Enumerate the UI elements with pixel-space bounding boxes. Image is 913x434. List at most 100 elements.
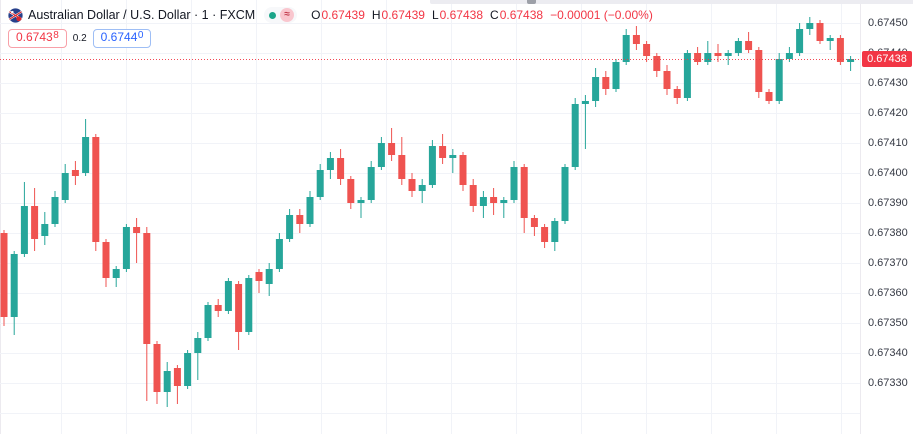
candle-body <box>82 137 90 173</box>
candle <box>530 215 538 236</box>
candlestick-chart[interactable] <box>0 0 860 434</box>
pane-left-border <box>0 0 1 434</box>
candle <box>745 32 753 53</box>
candle <box>184 350 192 389</box>
candle <box>235 281 243 350</box>
candle <box>265 263 273 296</box>
candle <box>337 149 345 185</box>
sell-bid-button[interactable]: 0.6743 8 <box>8 28 67 48</box>
low-value: 0.67438 <box>439 8 484 22</box>
candle-body <box>316 170 324 197</box>
candle-body <box>326 158 334 170</box>
candle <box>224 278 232 314</box>
candle-body <box>20 206 28 254</box>
candle-body <box>836 38 844 62</box>
candle <box>418 179 426 203</box>
candle-body <box>428 146 436 185</box>
candle-body <box>347 179 355 203</box>
candle <box>31 188 39 251</box>
candle <box>785 47 793 62</box>
candle-body <box>31 206 39 239</box>
candle-body <box>592 77 600 101</box>
market-status-icon <box>269 11 277 19</box>
bid-price: 0.6743 <box>16 29 53 44</box>
candle <box>469 179 477 212</box>
close-label: C <box>490 8 499 22</box>
candle-body <box>653 56 661 71</box>
candle <box>561 164 569 224</box>
price-axis-label: 0.67380 <box>868 227 908 239</box>
candle <box>847 56 855 71</box>
spread-value: 0.2 <box>72 32 87 44</box>
candle-body <box>581 101 589 104</box>
candle-wick <box>503 197 505 218</box>
candle <box>112 266 120 287</box>
open-label: O <box>311 8 321 22</box>
candle-body <box>612 62 620 89</box>
price-axis-label: 0.67420 <box>868 107 908 119</box>
candle <box>796 23 804 56</box>
top-bar <box>430 0 913 4</box>
candle <box>367 161 375 203</box>
price-axis-label: 0.67390 <box>868 197 908 209</box>
candle-body <box>71 170 79 176</box>
candle-body <box>133 227 141 233</box>
buy-ask-button[interactable]: 0.6744 0 <box>92 28 152 48</box>
candle <box>663 65 671 95</box>
price-axis-label: 0.67370 <box>868 257 908 269</box>
candle <box>326 152 334 179</box>
ask-price: 0.6744 <box>100 29 138 44</box>
candle <box>510 161 518 203</box>
candle <box>133 218 141 263</box>
candle <box>826 35 834 50</box>
candle <box>643 41 651 62</box>
ask-pip-digit: 0 <box>137 29 144 41</box>
candle <box>694 47 702 65</box>
candle <box>541 224 549 248</box>
candle-body <box>163 371 171 392</box>
candle-body <box>418 185 426 191</box>
symbol-legend: Australian Dollar / U.S. Dollar · 1 · FX… <box>8 6 653 48</box>
candle <box>286 209 294 242</box>
candle <box>255 269 263 293</box>
candle-body <box>490 197 498 203</box>
candle <box>173 365 181 404</box>
candle-body <box>663 71 671 89</box>
candle-body <box>755 50 763 92</box>
candle-body <box>51 197 59 224</box>
candle <box>61 164 69 203</box>
candle-body <box>102 242 110 278</box>
candle <box>653 53 661 77</box>
candle <box>439 134 447 164</box>
candle-body <box>479 197 487 206</box>
candle-body <box>184 353 192 386</box>
candle <box>632 26 640 50</box>
data-status-group[interactable]: ≈ <box>264 7 298 23</box>
candle-body <box>765 92 773 101</box>
candle-wick <box>829 35 831 50</box>
candle-body <box>724 53 732 56</box>
candle <box>592 68 600 107</box>
open-value: 0.67439 <box>321 8 365 22</box>
low-label: L <box>431 8 439 22</box>
bid-pip-digit: 8 <box>53 29 59 41</box>
candle-body <box>398 155 406 179</box>
price-axis[interactable]: 0.67438 0.674500.674400.674300.674200.67… <box>860 0 913 434</box>
candle-body <box>296 215 304 224</box>
high-value: 0.67439 <box>381 8 425 22</box>
symbol-logo-icon <box>8 7 23 23</box>
candle <box>683 50 691 101</box>
change-value: −0.00001 (−0.00%) <box>550 8 653 22</box>
symbol-title[interactable]: Australian Dollar / U.S. Dollar · 1 · FX… <box>28 8 256 22</box>
candle-body <box>551 221 559 242</box>
candle <box>398 137 406 185</box>
price-axis-label: 0.67410 <box>868 137 908 149</box>
candle <box>245 275 253 335</box>
high-label: H <box>371 8 381 22</box>
candle <box>704 41 712 65</box>
candle <box>296 209 304 233</box>
candle-body <box>10 254 18 317</box>
candle-body <box>367 167 375 200</box>
candle <box>143 227 151 401</box>
